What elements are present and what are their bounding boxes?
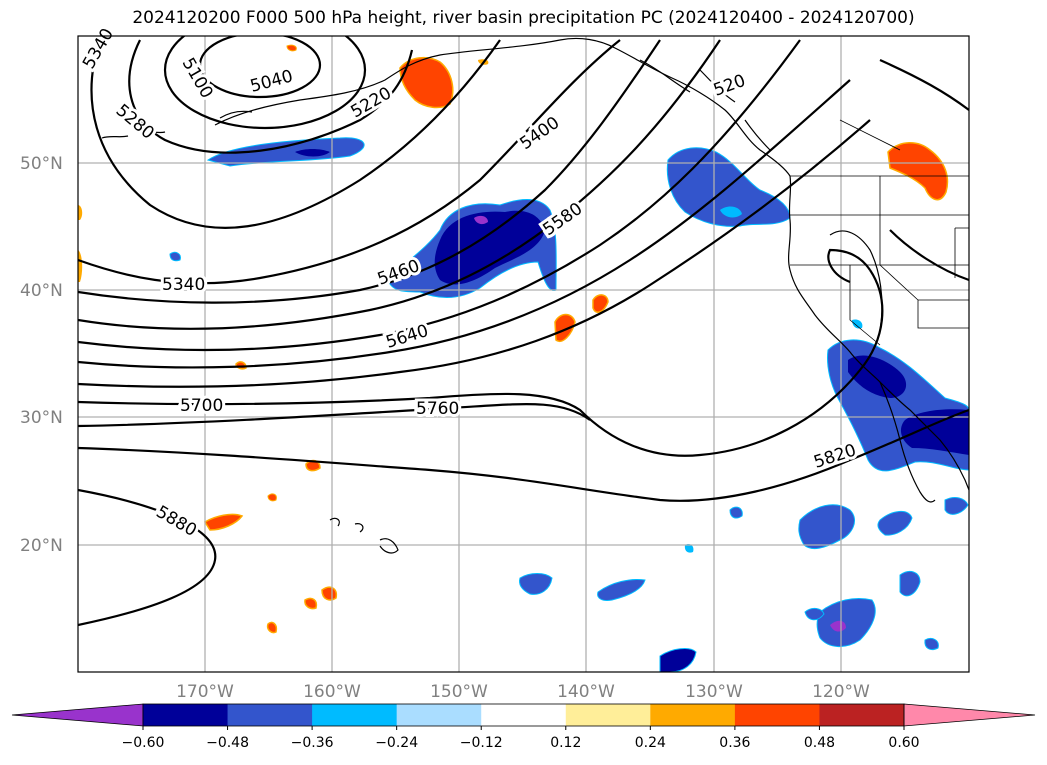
lon-label-150w: 150°W [430, 682, 488, 702]
lat-label-30n: 30°N [20, 408, 63, 428]
colorbar-segment [650, 704, 736, 726]
colorbar-segment [143, 704, 229, 726]
colorbar-segment [565, 704, 651, 726]
colorbar-segment [481, 704, 567, 726]
colorbar-tick-label: −0.12 [460, 735, 503, 751]
colorbar-frame [142, 703, 905, 727]
colorbar-tick-label: −0.36 [291, 735, 334, 751]
lon-label-120w: 120°W [812, 682, 870, 702]
graticule [78, 36, 969, 672]
map-title: 2024120200 F000 500 hPa height, river ba… [132, 8, 915, 28]
colorbar-tick-label: −0.48 [206, 735, 249, 751]
colorbar-tick-label: 0.48 [804, 735, 835, 751]
height-contours [78, 36, 969, 627]
lon-label-130w: 130°W [685, 682, 743, 702]
colorbar-segment [396, 704, 482, 726]
colorbar-tick-label: 0.12 [550, 735, 581, 751]
colorbar-tick-label: −0.60 [122, 735, 165, 751]
colorbar-tick-label: 0.60 [888, 735, 919, 751]
lon-label-170w: 170°W [176, 682, 234, 702]
colorbar-tick-label: −0.24 [375, 735, 418, 751]
longitude-labels: 170°W 160°W 150°W 140°W 130°W 120°W [176, 682, 870, 702]
lon-label-160w: 160°W [303, 682, 361, 702]
colorbar: −0.60 −0.48 −0.36 −0.24 −0.12 0.12 0.24 0.36 0.4… [11, 703, 1036, 751]
contour-label-5340: 5340 [162, 275, 205, 295]
colorbar-segment [819, 704, 905, 726]
contour-label-5700: 5700 [180, 396, 223, 416]
latitude-labels: 50°N 40°N 30°N 20°N [20, 154, 63, 556]
colorbar-extend-high [903, 703, 1036, 727]
colorbar-segment [734, 704, 820, 726]
map-background [78, 36, 969, 672]
colorbar-extend-low [11, 703, 144, 727]
lat-label-20n: 20°N [20, 536, 63, 556]
lat-label-40n: 40°N [20, 281, 63, 301]
colorbar-tick-label: 0.36 [719, 735, 750, 751]
colorbar-tick-label: 0.24 [635, 735, 666, 751]
lon-label-140w: 140°W [557, 682, 615, 702]
political-borders [790, 119, 969, 346]
map-frame [77, 35, 970, 673]
colorbar-segment [312, 704, 398, 726]
colorbar-segment [227, 704, 313, 726]
lat-label-50n: 50°N [20, 154, 63, 174]
contour-label-5760: 5760 [416, 399, 459, 419]
